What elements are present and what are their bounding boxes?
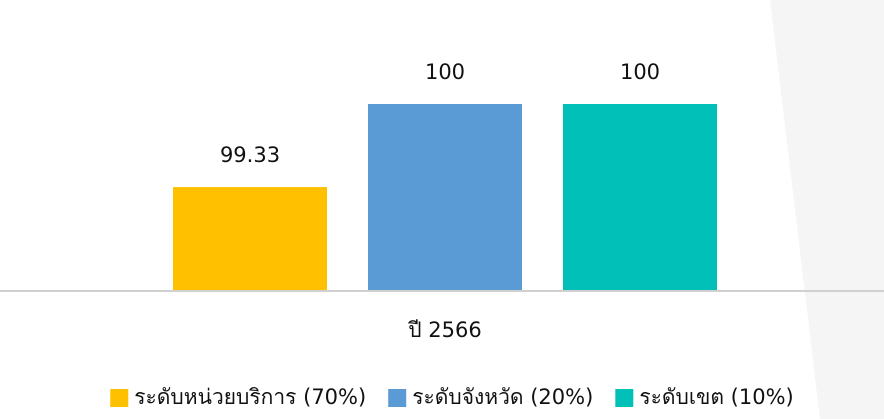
data-label: 100	[425, 60, 465, 84]
data-label: 99.33	[220, 143, 280, 167]
legend-swatch	[388, 389, 407, 407]
x-tick-label: ปี 2566	[408, 318, 482, 342]
legend-label: ระดับเขต (10%)	[639, 385, 793, 409]
bar	[368, 104, 522, 290]
legend-label: ระดับจังหวัด (20%)	[412, 385, 593, 409]
legend-label: ระดับหน่วยบริการ (70%)	[134, 385, 366, 409]
legend-swatch	[110, 389, 129, 407]
background-decoration	[770, 0, 884, 419]
bar	[563, 104, 717, 290]
legend-swatch	[615, 389, 634, 407]
data-label: 100	[620, 60, 660, 84]
bar	[173, 187, 327, 290]
